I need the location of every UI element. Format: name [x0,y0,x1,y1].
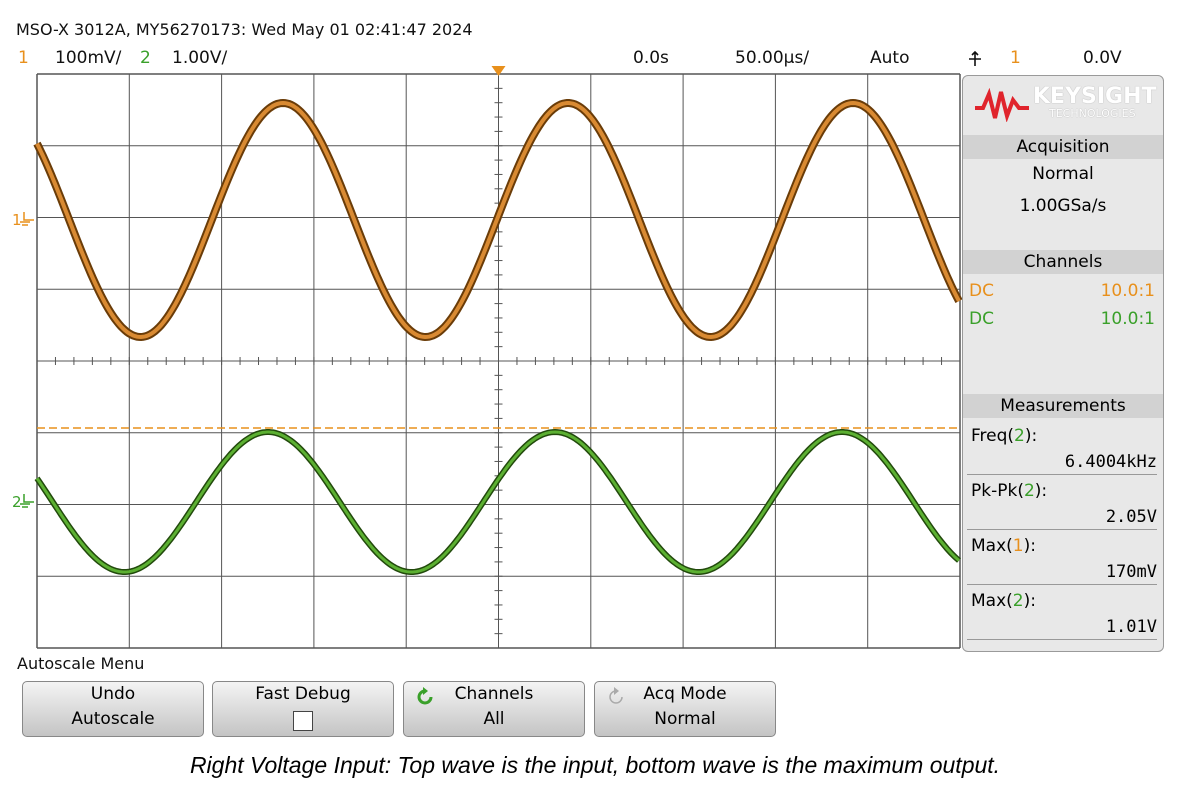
measurement-value: 1.01V [967,615,1157,640]
label-part: 2 [1012,591,1024,611]
logo-mark [975,88,1029,122]
channel-coupling: DC [969,309,994,329]
measurement-label: Max(2): [971,591,1036,611]
measurement-label: Pk-Pk(2): [971,481,1047,501]
softkey-line1: Channels [454,684,534,704]
label-part: ): [1034,481,1048,501]
time-scale: 50.00µs/ [735,48,810,68]
channel-probe: 10.0:1 [1100,281,1155,301]
label-part: 1 [1012,536,1024,556]
ch2-marker: 2 [12,493,22,511]
channel-coupling: DC [969,281,994,301]
measurement-value: 6.4004kHz [967,450,1157,475]
label-part: ): [1023,591,1036,611]
side-panel: KEYSIGHT TECHNOLOGIES Acquisition Normal… [962,75,1164,652]
softkey-line1: Undo [90,684,136,704]
ch2-scale: 1.00V/ [172,48,228,68]
ground-marker [20,494,34,508]
waveform-display [20,66,962,649]
trigger-level: 0.0V [1083,48,1122,68]
ch1-number: 1 [18,48,29,68]
softkey-line1: Fast Debug [255,684,351,704]
measurement-label: Max(1): [971,536,1036,556]
softkey-line2: Normal [654,709,716,729]
softkey-icon [417,687,433,705]
softkey[interactable]: Acq Mode Normal [594,681,776,737]
softkey[interactable]: Undo Autoscale [22,681,204,737]
softkey-line2: Autoscale [71,709,155,729]
softkey-line2: All [483,709,505,729]
label-part: ): [1024,426,1038,446]
caption: Right Voltage Input: Top wave is the inp… [189,752,1001,778]
time-delay: 0.0s [633,48,669,68]
menu-title: Autoscale Menu [17,654,145,673]
ch1-marker: 1 [12,211,22,229]
logo-text: KEYSIGHT [1033,84,1157,109]
softkey[interactable]: Fast Debug [212,681,394,737]
label-part: ): [1023,536,1036,556]
logo-subtext: TECHNOLOGIES [1049,107,1136,120]
ch2-number: 2 [140,48,151,68]
label-part: 2 [1023,481,1035,501]
ch2-trace [35,430,960,574]
label-part: Max( [971,591,1013,611]
channel-probe: 10.0:1 [1100,309,1155,329]
section-header: Channels [963,250,1163,274]
acq-mode: Normal [1032,164,1094,184]
label-part: Pk-Pk( [971,481,1024,501]
checkbox [293,711,313,731]
acq-rate: 1.00GSa/s [1019,196,1107,216]
softkey-line1: Acq Mode [643,684,727,704]
softkey[interactable]: Channels All [403,681,585,737]
header-title: MSO-X 3012A, MY56270173: Wed May 01 02:4… [16,20,473,39]
ch1-scale: 100mV/ [55,48,122,68]
measurement-value: 2.05V [967,505,1157,530]
measurement-value: 170mV [967,560,1157,585]
label-part: Freq( [971,426,1015,446]
softkey-icon [609,687,623,704]
trigger-icon [969,50,981,66]
trigger-mode: Auto [870,48,910,68]
trigger-source: 1 [1010,48,1021,68]
label-part: Max( [971,536,1013,556]
section-header: Measurements [963,394,1163,418]
label-part: 2 [1014,426,1025,446]
ground-marker [20,212,34,226]
trigger-position [491,66,506,76]
measurement-label: Freq(2): [971,426,1037,446]
section-header: Acquisition [963,135,1163,159]
ch1-trace [35,100,961,340]
